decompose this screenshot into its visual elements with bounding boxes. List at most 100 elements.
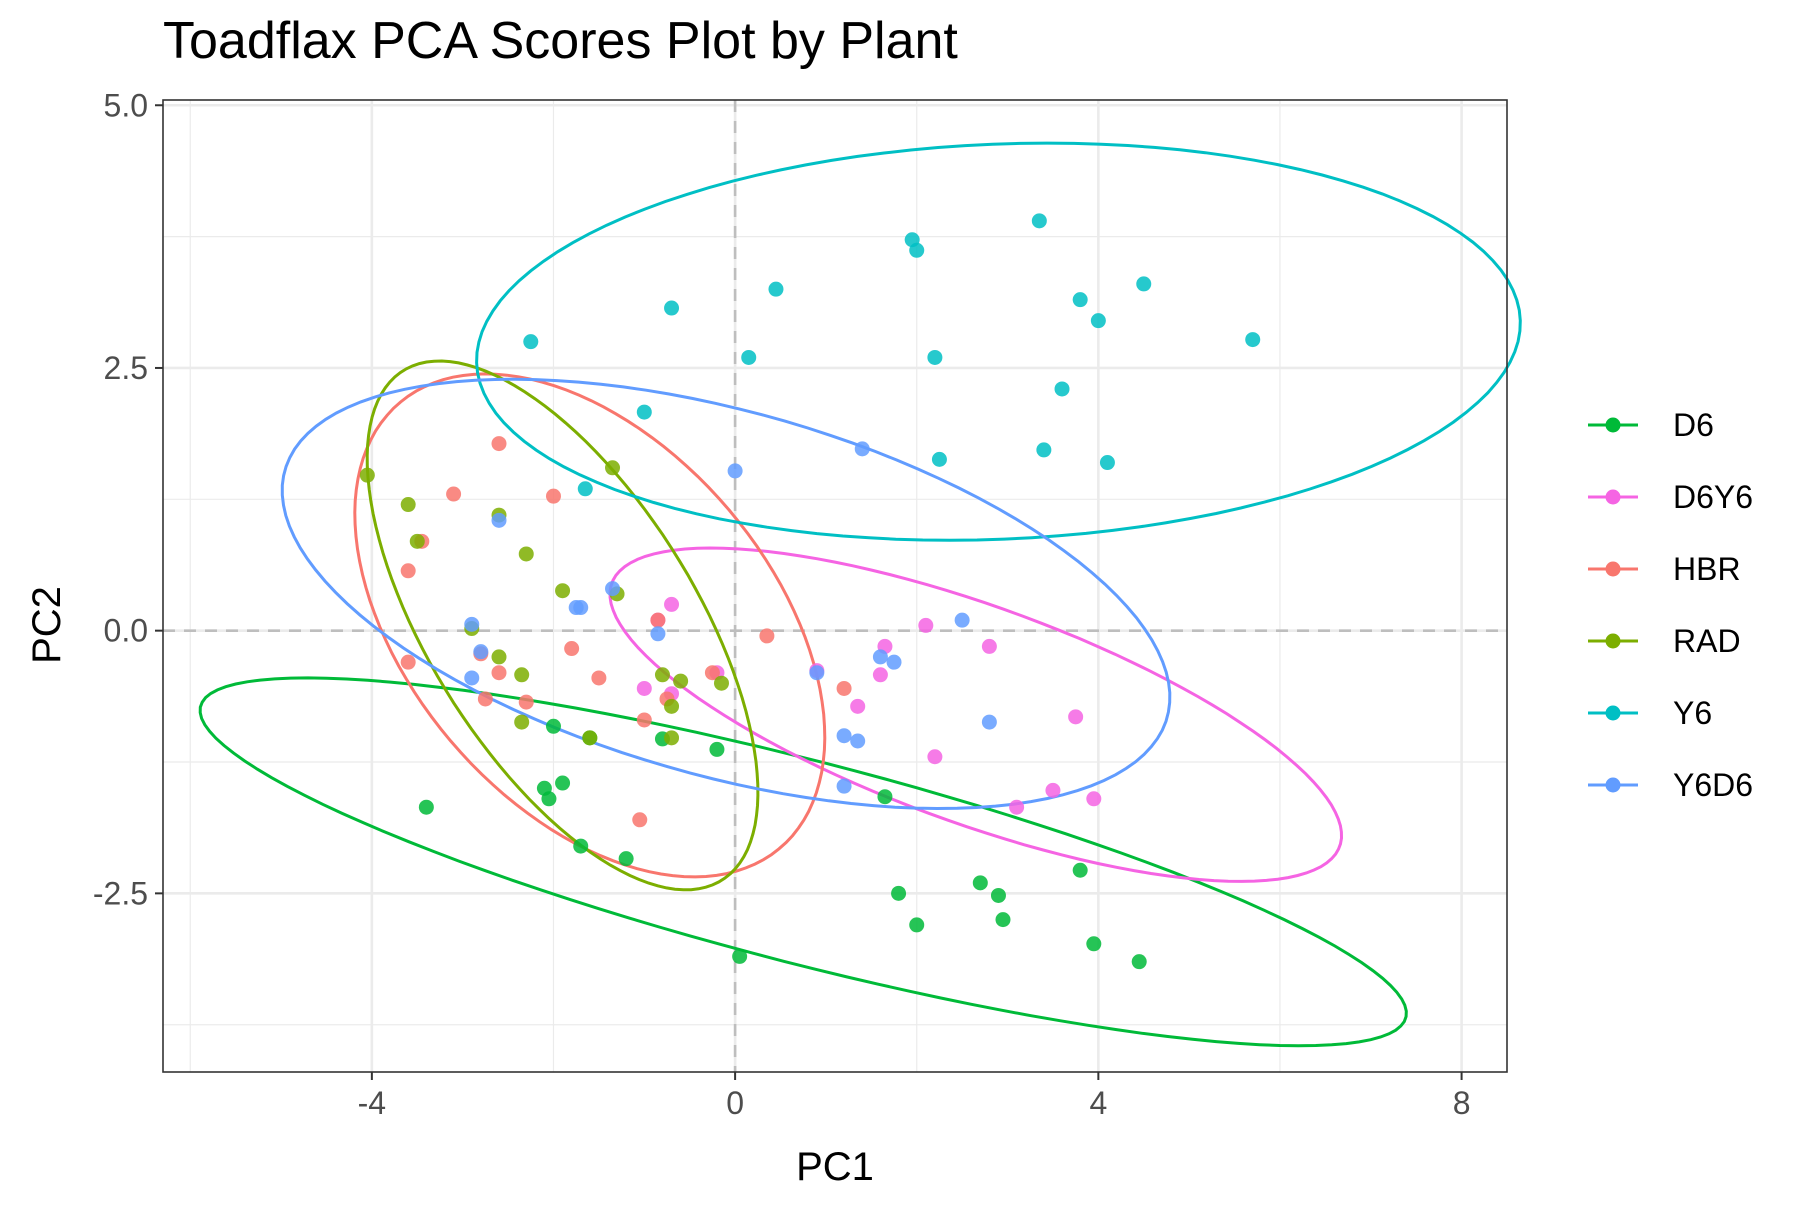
point-d6 [536,780,552,796]
point-hbr [650,612,666,628]
point-d6 [732,948,748,964]
point-y6 [1031,213,1047,229]
point-y6d6 [568,600,584,616]
point-d6 [709,741,725,757]
point-rad [605,460,621,476]
point-d6y6 [872,667,888,683]
point-rad [518,546,534,562]
point-d6 [1131,954,1147,970]
point-d6y6 [981,638,997,654]
point-d6y6 [1068,709,1084,725]
point-y6 [577,481,593,497]
legend-label-y6: Y6 [1673,695,1712,731]
plot-background [163,100,1507,1072]
point-y6d6 [464,670,480,686]
point-d6y6 [918,617,934,633]
point-y6d6 [836,728,852,744]
ellipse-hbr [353,372,827,879]
plot-border [162,99,1508,1073]
point-d6 [990,887,1006,903]
point-d6 [1086,936,1102,952]
legend-key-point-y6 [1605,705,1621,721]
point-y6 [664,300,680,316]
point-d6y6 [1045,782,1061,798]
legend-key-point-d6 [1605,417,1621,433]
point-hbr [491,665,507,681]
point-d6 [555,775,571,791]
point-rad [359,467,375,483]
point-y6d6 [850,733,866,749]
point-hbr [704,665,720,681]
point-hbr [545,488,561,504]
point-d6 [995,912,1011,928]
point-d6y6 [1009,799,1025,815]
ellipse-rad [365,359,760,892]
point-hbr [836,680,852,696]
point-hbr [400,563,416,579]
point-rad [582,730,598,746]
point-y6d6 [981,714,997,730]
point-y6 [1245,332,1261,348]
point-y6d6 [836,778,852,794]
legend-key-point-rad [1605,633,1621,649]
point-rad [664,730,680,746]
point-y6 [768,281,784,297]
point-hbr [632,812,648,828]
point-d6 [891,885,907,901]
point-d6y6 [636,680,652,696]
point-y6d6 [491,512,507,528]
legend-key-point-hbr [1605,561,1621,577]
legend-label-d6y6: D6Y6 [1673,479,1753,515]
legend: D6 D6Y6 HBR RAD Y6 Y6D6 [1588,407,1753,803]
x-tick-label: -4 [358,1085,386,1121]
y-tick-label: 5.0 [104,87,148,123]
point-hbr [636,712,652,728]
point-y6 [1136,276,1152,292]
point-y6 [1099,455,1115,471]
point-y6d6 [605,581,621,597]
point-y6 [927,349,943,365]
legend-key-point-y6d6 [1605,777,1621,793]
x-tick-label: 4 [1089,1085,1107,1121]
legend-label-rad: RAD [1673,623,1741,659]
point-d6 [1072,862,1088,878]
legend-label-d6: D6 [1673,407,1714,443]
y-axis: -2.5 0.0 2.5 5.0 [93,87,163,911]
point-y6d6 [872,649,888,665]
point-rad [491,649,507,665]
x-tick-label: 8 [1453,1085,1471,1121]
point-y6 [636,404,652,420]
point-hbr [477,691,493,707]
point-y6d6 [650,626,666,642]
point-rad [514,667,530,683]
point-y6d6 [473,644,489,660]
point-d6 [877,789,893,805]
y-tick-label: -2.5 [93,875,148,911]
point-d6y6 [850,698,866,714]
point-hbr [591,670,607,686]
legend-label-y6d6: Y6D6 [1673,767,1753,803]
ellipse-d6 [198,676,1408,1048]
ellipse-y6 [475,141,1522,542]
plot-panel [162,99,1522,1073]
point-y6 [931,451,947,467]
point-y6d6 [809,665,825,681]
x-tick-label: 0 [726,1085,744,1121]
point-d6 [909,917,925,933]
point-y6 [741,349,757,365]
point-hbr [564,641,580,657]
point-rad [409,533,425,549]
point-d6 [618,851,634,867]
ellipse-y6d6 [280,377,1172,811]
point-rad [400,497,416,513]
point-d6y6 [664,596,680,612]
point-hbr [400,654,416,670]
point-rad [514,714,530,730]
point-y6 [1036,442,1052,458]
point-hbr [491,436,507,452]
point-rad [555,583,571,599]
point-y6 [909,242,925,258]
point-hbr [446,486,462,502]
